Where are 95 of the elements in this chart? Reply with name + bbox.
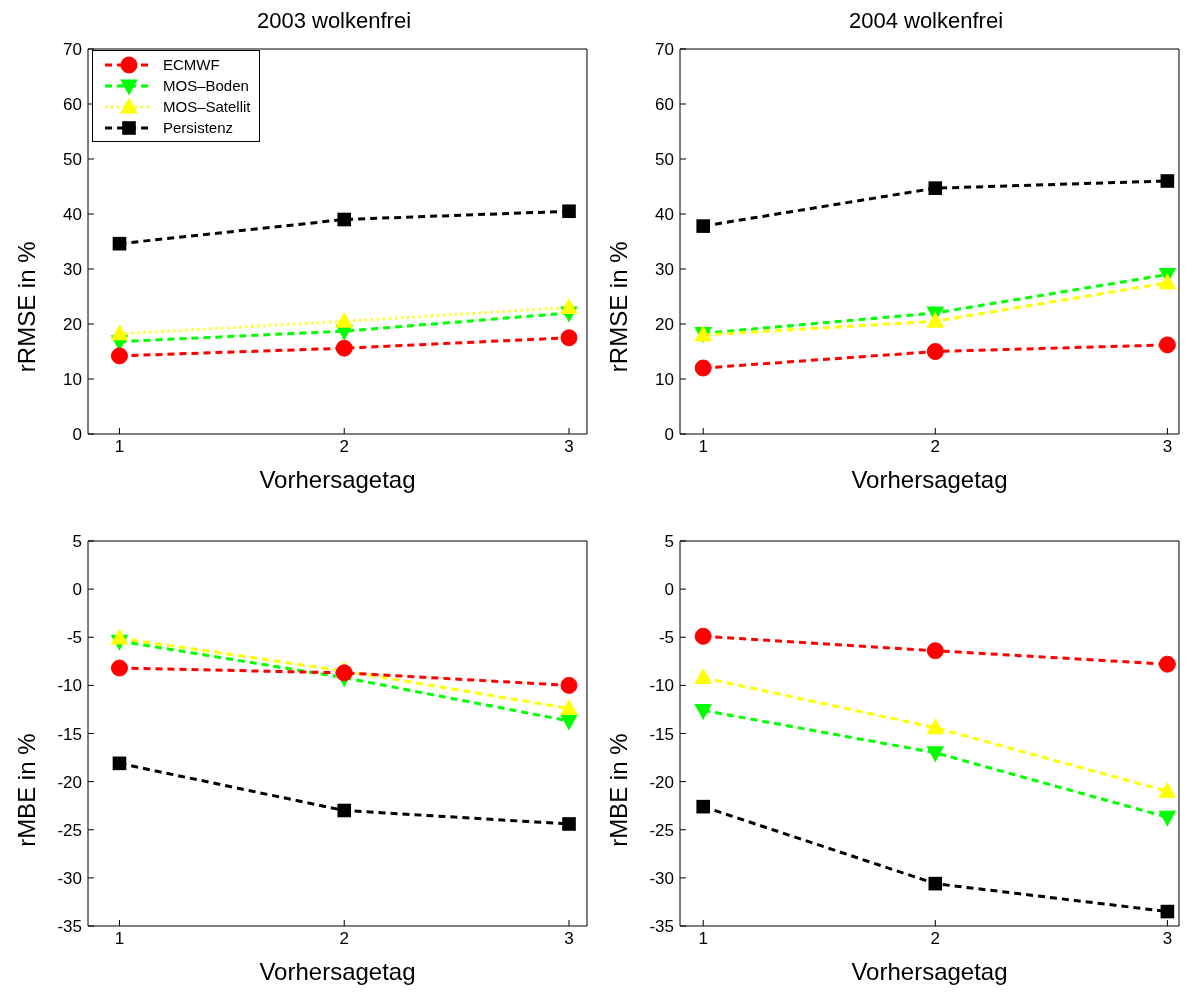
point [696, 799, 711, 814]
y-tick-label: -5 [66, 628, 82, 648]
point [694, 627, 712, 645]
y-tick-label: -20 [649, 772, 674, 792]
x-tick-label: 2 [930, 437, 941, 457]
point [337, 212, 352, 227]
y-tick-label: 50 [63, 150, 82, 170]
y-axis-title: rMBE in % [12, 733, 40, 847]
x-tick-label: 1 [698, 437, 708, 457]
point [112, 236, 127, 251]
point [694, 359, 712, 377]
y-tick-label: 0 [664, 425, 674, 445]
point [926, 311, 945, 328]
point [335, 339, 353, 357]
x-tick-label: 1 [698, 929, 708, 949]
legend-label: ECMWF [163, 56, 220, 73]
point [926, 746, 945, 763]
point [110, 659, 128, 677]
y-tick-label: 40 [63, 205, 82, 225]
point [560, 329, 578, 347]
chart-title: 2003 wolkenfrei [255, 8, 413, 35]
legend-label: Persistenz [163, 119, 234, 136]
point [335, 664, 353, 682]
y-tick-label: 0 [72, 425, 82, 445]
legend-label: MOS–Boden [163, 77, 249, 94]
y-axis-title: rRMSE in % [12, 241, 40, 373]
x-tick-label: 2 [930, 929, 941, 949]
y-tick-label: 50 [655, 150, 674, 170]
y-tick-label: 30 [63, 260, 82, 280]
x-axis-title: Vorhersagetag [851, 958, 1008, 985]
point [1158, 781, 1177, 798]
point [110, 347, 128, 365]
y-tick-label: -25 [649, 820, 674, 840]
x-tick-label: 2 [339, 929, 349, 949]
point [1158, 655, 1176, 673]
x-tick-label: 3 [564, 929, 574, 949]
y-tick-label: 0 [664, 580, 674, 600]
point [560, 676, 578, 694]
point [928, 181, 943, 195]
y-tick-label: 20 [655, 315, 674, 335]
y-tick-label: -15 [57, 724, 82, 744]
point [1160, 174, 1175, 188]
y-tick-label: 60 [63, 95, 82, 115]
y-tick-label: -20 [57, 772, 82, 792]
point [928, 876, 943, 891]
y-tick-label: 70 [655, 40, 674, 60]
y-tick-label: 0 [72, 580, 82, 600]
y-tick-label: -5 [658, 628, 674, 648]
y-tick-label: 70 [63, 40, 82, 60]
point [696, 219, 711, 233]
y-tick-label: -25 [57, 820, 82, 840]
point [335, 311, 354, 328]
x-tick-label: 1 [114, 929, 125, 949]
y-tick-label: -10 [57, 676, 82, 696]
y-tick-label: 5 [72, 532, 82, 552]
y-axis-title: rRMSE in % [604, 241, 632, 373]
point [694, 668, 713, 685]
x-axis-title: Vorhersagetag [259, 958, 416, 985]
point [562, 817, 576, 831]
y-tick-label: 5 [664, 532, 674, 552]
y-tick-label: -30 [57, 868, 82, 888]
y-tick-label: 10 [655, 370, 674, 390]
x-axis-title: Vorhersagetag [851, 466, 1008, 493]
y-tick-label: 10 [63, 370, 82, 390]
x-tick-label: 1 [114, 437, 125, 457]
chart-title: 2004 wolkenfrei [847, 8, 1005, 35]
x-tick-label: 3 [1162, 929, 1173, 949]
x-tick-label: 3 [564, 437, 574, 457]
y-tick-label: -35 [649, 917, 674, 937]
x-axis-title: Vorhersagetag [259, 466, 416, 493]
x-tick-label: 3 [1162, 437, 1173, 457]
y-axis-title: rMBE in % [604, 733, 632, 847]
point [1158, 810, 1177, 827]
y-tick-label: -10 [649, 676, 674, 696]
point [562, 204, 576, 219]
y-tick-label: 60 [655, 95, 674, 115]
point [926, 343, 944, 360]
point [560, 714, 578, 731]
y-tick-label: 30 [655, 260, 674, 280]
y-tick-label: -15 [649, 724, 674, 744]
x-tick-label: 2 [339, 437, 349, 457]
point [926, 718, 945, 735]
y-tick-label: -30 [649, 868, 674, 888]
point [694, 704, 713, 720]
point [110, 324, 129, 341]
y-tick-label: -35 [57, 917, 82, 937]
point [1158, 336, 1176, 354]
point [337, 803, 352, 818]
point [926, 642, 944, 660]
legend-label: MOS–Satellit [163, 98, 251, 115]
point [112, 756, 127, 771]
y-tick-label: 20 [63, 315, 82, 335]
point [1160, 904, 1175, 919]
y-tick-label: 40 [655, 205, 674, 225]
point [1158, 273, 1177, 290]
